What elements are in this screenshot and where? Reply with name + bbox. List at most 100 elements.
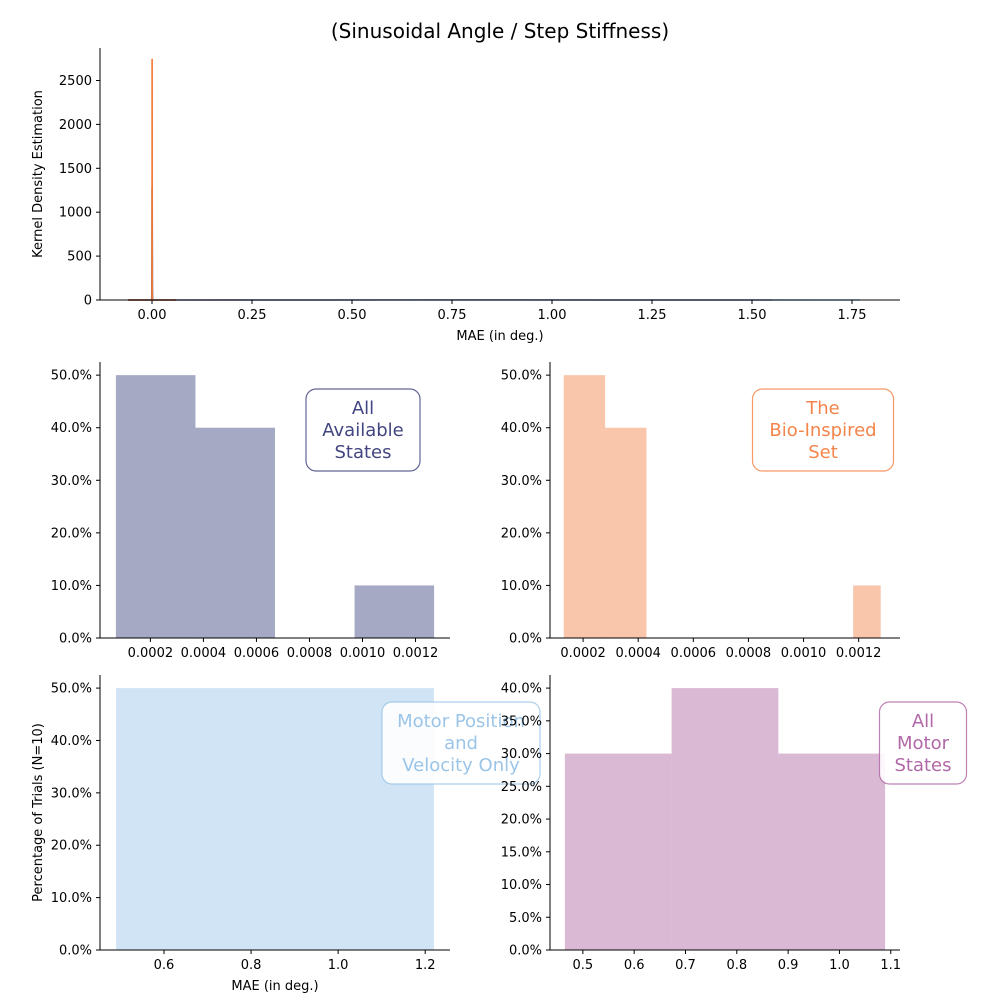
y-tick-label: 50.0% bbox=[51, 369, 92, 384]
x-tick-label: 0.0008 bbox=[726, 646, 772, 661]
y-tick-label: 2500 bbox=[59, 74, 92, 89]
kde-series-line bbox=[128, 58, 176, 301]
histogram-bar bbox=[853, 585, 881, 638]
x-tick-label: 0.6 bbox=[154, 958, 175, 973]
x-tick-label: 1.50 bbox=[738, 308, 767, 323]
x-axis-label: MAE (in deg.) bbox=[231, 979, 318, 994]
y-axis-label: Percentage of Trials (N=10) bbox=[31, 723, 46, 902]
annotation-label-line: Set bbox=[808, 442, 838, 463]
x-tick-label: 0.9 bbox=[778, 958, 799, 973]
x-tick-label: 1.75 bbox=[838, 308, 867, 323]
y-tick-label: 25.0% bbox=[501, 780, 542, 795]
y-tick-label: 500 bbox=[67, 250, 92, 265]
y-tick-label: 2000 bbox=[59, 118, 92, 133]
y-tick-label: 10.0% bbox=[51, 579, 92, 594]
hist-panel-all-motor-states: 0.5 0.6 0.7 0.8 0.9 1.0 1.1 0.0% 5.0% 10.0% 15.0% 2… bbox=[501, 675, 968, 973]
hist-panel-bio-inspired-set: 0.0002 0.0004 0.0006 0.0008 0.0010 0.0012 0.0%… bbox=[501, 362, 900, 661]
annotation-label-line: All bbox=[912, 711, 934, 732]
y-tick-label: 40.0% bbox=[501, 682, 542, 697]
histogram-bar bbox=[116, 688, 434, 950]
hist-panel-all-available-states: 0.0002 0.0004 0.0006 0.0008 0.0010 0.0012 0.0%… bbox=[51, 362, 450, 661]
y-tick-label: 40.0% bbox=[501, 421, 542, 436]
hist-panel-motor-position-velocity: 0.6 0.8 1.0 1.2 0.0% 10.0% 20.0% 30.0% 40.0% 50.0… bbox=[31, 675, 541, 994]
annotation-label-line: Velocity Only bbox=[402, 755, 520, 776]
annotation-box bbox=[751, 388, 895, 472]
annotation-label-line: Available bbox=[322, 420, 403, 441]
x-tick-label: 0.0010 bbox=[781, 646, 827, 661]
y-tick-label: 20.0% bbox=[51, 526, 92, 541]
x-tick-label: 0.8 bbox=[726, 958, 747, 973]
x-tick-label: 1.25 bbox=[638, 308, 667, 323]
y-tick-label: 30.0% bbox=[51, 474, 92, 489]
x-tick-label: 0.0008 bbox=[287, 646, 333, 661]
y-axis-label: Kernel Density Estimation bbox=[31, 90, 46, 258]
histogram-bar bbox=[671, 688, 779, 950]
histogram-bar bbox=[354, 585, 435, 638]
y-tick-label: 30.0% bbox=[501, 474, 542, 489]
annotation-box bbox=[878, 701, 968, 785]
x-tick-label: 0.0012 bbox=[836, 646, 882, 661]
annotation-box bbox=[305, 388, 421, 472]
annotation-label-line: States bbox=[334, 442, 391, 463]
x-tick-label: 0.25 bbox=[238, 308, 267, 323]
kde-panel: 0.00 0.25 0.50 0.75 1.00 1.25 1.50 1.75 0 500 1000… bbox=[31, 48, 900, 344]
x-tick-label: 0.0012 bbox=[393, 646, 439, 661]
y-tick-label: 0.0% bbox=[59, 632, 92, 647]
y-tick-label: 0 bbox=[84, 294, 92, 309]
annotation-label-line: and bbox=[444, 733, 478, 754]
x-tick-label: 0.0006 bbox=[234, 646, 280, 661]
x-tick-label: 1.2 bbox=[415, 958, 436, 973]
y-tick-label: 15.0% bbox=[501, 845, 542, 860]
annotation-label-line: The bbox=[805, 398, 839, 419]
y-tick-label: 10.0% bbox=[501, 878, 542, 893]
x-tick-label: 0.7 bbox=[675, 958, 696, 973]
annotation-label-line: States bbox=[894, 755, 951, 776]
y-tick-label: 0.0% bbox=[509, 632, 542, 647]
y-tick-label: 50.0% bbox=[501, 369, 542, 384]
x-axis-label: MAE (in deg.) bbox=[456, 329, 543, 344]
x-tick-label: 0.0010 bbox=[340, 646, 386, 661]
x-tick-label: 0.00 bbox=[138, 308, 167, 323]
y-tick-label: 50.0% bbox=[51, 682, 92, 697]
y-tick-label: 0.0% bbox=[59, 944, 92, 959]
histogram-bar bbox=[605, 427, 647, 638]
x-tick-label: 1.00 bbox=[538, 308, 567, 323]
y-tick-label: 5.0% bbox=[509, 911, 542, 926]
histogram-bar bbox=[564, 753, 672, 950]
x-tick-label: 0.0004 bbox=[181, 646, 227, 661]
x-tick-label: 0.50 bbox=[338, 308, 367, 323]
annotation-box bbox=[381, 701, 541, 785]
x-tick-label: 0.0002 bbox=[560, 646, 606, 661]
y-tick-label: 1500 bbox=[59, 162, 92, 177]
histogram-bar bbox=[778, 753, 886, 950]
y-tick-label: 40.0% bbox=[51, 734, 92, 749]
x-tick-label: 1.0 bbox=[829, 958, 850, 973]
histogram-bar bbox=[563, 375, 606, 638]
x-tick-label: 1.1 bbox=[880, 958, 901, 973]
x-tick-label: 0.6 bbox=[624, 958, 645, 973]
y-tick-label: 30.0% bbox=[501, 747, 542, 762]
x-tick-label: 0.5 bbox=[573, 958, 594, 973]
y-tick-label: 10.0% bbox=[501, 579, 542, 594]
annotation-label-line: All bbox=[352, 398, 374, 419]
y-tick-label: 30.0% bbox=[51, 786, 92, 801]
y-tick-label: 20.0% bbox=[51, 839, 92, 854]
histogram-bar bbox=[195, 427, 275, 638]
x-tick-label: 0.0002 bbox=[128, 646, 174, 661]
figure-title: (Sinusoidal Angle / Step Stiffness) bbox=[331, 19, 669, 43]
x-tick-label: 0.75 bbox=[438, 308, 467, 323]
annotation-label-line: Bio-Inspired bbox=[769, 420, 876, 441]
y-tick-label: 40.0% bbox=[51, 421, 92, 436]
annotation-label-line: Motor Position bbox=[397, 711, 525, 732]
y-tick-label: 1000 bbox=[59, 206, 92, 221]
x-tick-label: 0.0004 bbox=[615, 646, 661, 661]
y-tick-label: 35.0% bbox=[501, 714, 542, 729]
annotation-label-line: Motor bbox=[897, 733, 950, 754]
x-tick-label: 0.8 bbox=[241, 958, 262, 973]
y-tick-label: 20.0% bbox=[501, 813, 542, 828]
x-tick-label: 1.0 bbox=[328, 958, 349, 973]
y-tick-label: 20.0% bbox=[501, 526, 542, 541]
y-tick-label: 10.0% bbox=[51, 891, 92, 906]
y-tick-label: 0.0% bbox=[509, 944, 542, 959]
